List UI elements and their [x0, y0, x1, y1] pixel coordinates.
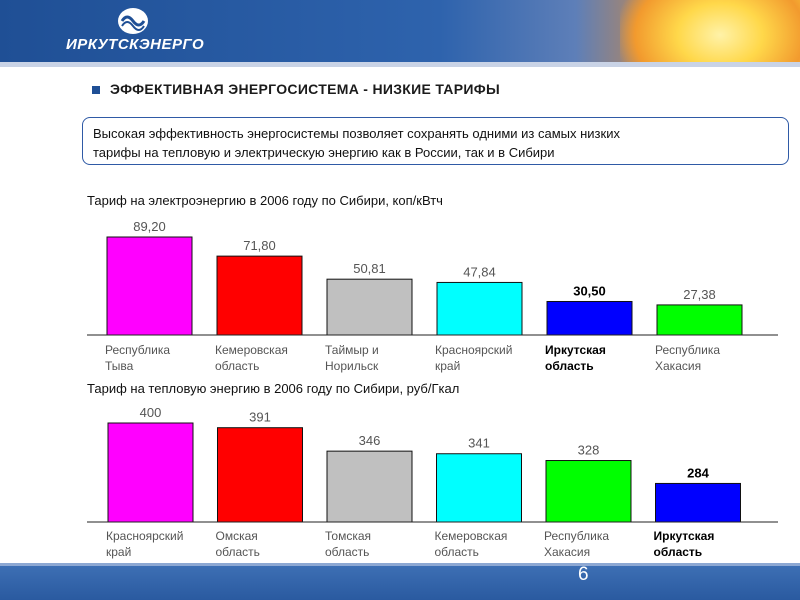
header-banner: ИРКУТСКЭНЕРГО	[0, 0, 800, 62]
value-label-heat-2: 346	[359, 433, 381, 448]
category-label-electricity-1-1: область	[215, 359, 259, 373]
bar-electricity-5	[656, 304, 743, 336]
bar-heat-5	[655, 482, 741, 523]
category-label-heat-2-0: Томская	[325, 529, 371, 543]
category-label-electricity-0-0: Республика	[105, 343, 170, 357]
category-label-heat-0-0: Красноярский	[106, 529, 183, 543]
bar-electricity-4	[546, 300, 633, 336]
category-label-heat-4-1: Хакасия	[544, 545, 590, 559]
category-label-electricity-4-0: Иркутская	[545, 343, 606, 357]
slide-title: ЭФФЕКТИВНАЯ ЭНЕРГОСИСТЕМА - НИЗКИЕ ТАРИФ…	[110, 81, 500, 97]
value-label-heat-5: 284	[687, 465, 709, 480]
value-label-electricity-3: 47,84	[463, 264, 496, 279]
heat-chart-title: Тариф на тепловую энергию в 2006 году по…	[87, 381, 460, 396]
bar-heat-4	[545, 460, 632, 523]
bar-electricity-1	[216, 255, 303, 336]
category-label-heat-5-0: Иркутская	[654, 529, 715, 543]
category-label-heat-1-0: Омская	[216, 529, 258, 543]
bar-electricity-3	[436, 281, 523, 336]
header-divider	[0, 62, 800, 67]
value-label-electricity-0: 89,20	[133, 219, 166, 234]
header-glow	[620, 0, 800, 62]
value-label-heat-1: 391	[249, 410, 271, 425]
category-label-electricity-3-1: край	[435, 359, 460, 373]
bar-electricity-0	[106, 236, 193, 336]
value-label-electricity-4: 30,50	[573, 283, 606, 298]
title-bullet-icon	[92, 86, 100, 94]
footer-divider	[0, 563, 800, 566]
category-label-electricity-2-1: Норильск	[325, 359, 379, 373]
category-label-heat-3-1: область	[435, 545, 479, 559]
value-label-heat-0: 400	[140, 405, 162, 420]
bar-heat-2	[326, 450, 413, 523]
company-logo-text: ИРКУТСКЭНЕРГО	[66, 36, 205, 53]
bar-heat-3	[436, 453, 522, 523]
value-label-heat-4: 328	[578, 443, 600, 458]
page-number: 6	[578, 564, 589, 585]
summary-line-1: Высокая эффективность энергосистемы позв…	[93, 126, 620, 141]
summary-line-2: тарифы на тепловую и электрическую энерг…	[93, 145, 555, 160]
category-label-heat-1-1: область	[216, 545, 260, 559]
footer-band	[0, 566, 800, 600]
category-label-electricity-0-1: Тыва	[105, 359, 134, 373]
value-label-electricity-5: 27,38	[683, 287, 716, 302]
summary-box: Высокая эффективность энергосистемы позв…	[82, 117, 789, 165]
value-label-heat-3: 341	[468, 436, 490, 451]
category-label-heat-0-1: край	[106, 545, 131, 559]
category-label-heat-2-1: область	[325, 545, 369, 559]
category-label-heat-3-0: Кемеровская	[435, 529, 508, 543]
category-label-electricity-5-0: Республика	[655, 343, 720, 357]
company-logo-icon	[118, 8, 148, 34]
bar-heat-1	[217, 427, 303, 523]
category-label-heat-4-0: Республика	[544, 529, 609, 543]
category-label-heat-5-1: область	[654, 545, 703, 559]
value-label-electricity-2: 50,81	[353, 261, 386, 276]
electricity-chart-title: Тариф на электроэнергию в 2006 году по С…	[87, 193, 443, 208]
category-label-electricity-4-1: область	[545, 359, 594, 373]
category-label-electricity-5-1: Хакасия	[655, 359, 701, 373]
category-label-electricity-2-0: Таймыр и	[325, 343, 379, 357]
category-label-electricity-3-0: Красноярский	[435, 343, 512, 357]
value-label-electricity-1: 71,80	[243, 238, 276, 253]
bar-heat-0	[107, 422, 194, 523]
bar-electricity-2	[326, 278, 413, 336]
category-label-electricity-1-0: Кемеровская	[215, 343, 288, 357]
